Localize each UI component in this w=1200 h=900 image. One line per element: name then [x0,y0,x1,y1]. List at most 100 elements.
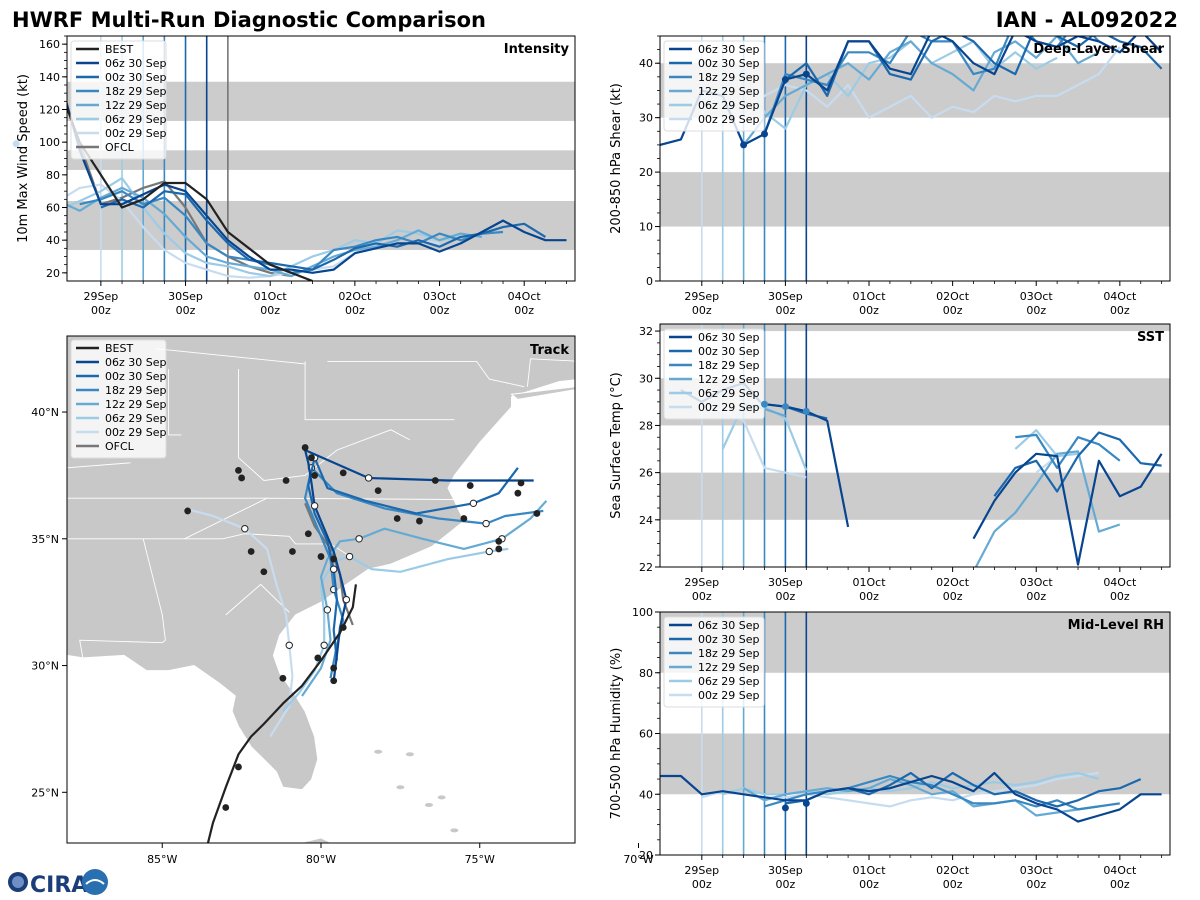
sst-series-06z-30-sep-seg4 [972,452,1163,566]
intensity-ytick-label: 60 [46,202,60,215]
intensity-series-06z-30-sep [67,100,567,274]
intensity-legend-label: 12z 29 Sep [105,99,167,112]
rh-ytick-label: 100 [632,606,653,619]
track-marker-open [323,606,332,614]
track-xtick-label: 80°W [306,853,336,866]
rh-legend-label: 18z 29 Sep [698,647,760,660]
intensity-band [67,150,575,170]
state-border [67,462,131,469]
sst-panel: 22242628303229Sep00z30Sep00z01Oct00z02Oc… [609,323,1171,603]
sst-init-marker [781,403,789,411]
track-legend-label: 00z 29 Sep [105,426,167,439]
track-xtick-label: 70°W [623,853,653,866]
shear-legend-label: 00z 29 Sep [698,113,760,126]
intensity-legend-label: OFCL [105,141,135,154]
shear-xtick-sublabel: 00z [776,304,796,317]
shear-xtick-label: 02Oct [936,290,970,303]
logo-swirl-icon [85,879,105,885]
track-marker-open [345,552,354,561]
sst-xtick-sublabel: 00z [692,590,712,603]
track-marker-filled [393,515,401,522]
shear-panel: 01020304029Sep00z30Sep00z01Oct00z02Oct00… [609,35,1171,317]
sst-legend-label: 00z 30 Sep [698,345,760,358]
shear-xtick-label: 01Oct [853,290,887,303]
track-marker-filled [317,553,325,560]
track-legend-label: 12z 29 Sep [105,398,167,411]
intensity-xtick-label: 02Oct [338,290,372,303]
track-marker-filled [431,477,439,484]
cira-logo: CIRA [8,869,108,898]
rh-series-12z-29-sep [743,777,1100,817]
intensity-ytick-label: 120 [39,104,60,117]
track-marker-open [355,535,363,543]
rh-plot-area [660,612,1170,855]
track-legend-label: 06z 29 Sep [105,412,167,425]
intensity-xtick-sublabel: 00z [430,304,450,317]
shear-ytick-label: 40 [639,57,653,70]
track-ytick-label: 25°N [31,786,59,799]
rh-xtick-label: 03Oct [1020,864,1054,877]
track-legend-label: 00z 30 Sep [105,370,167,383]
track-marker-filled [416,517,423,525]
sst-legend-label: 18z 29 Sep [698,359,760,372]
island [450,828,459,833]
sst-ytick-label: 32 [639,325,653,338]
state-border [225,583,290,616]
sst-xtick-sublabel: 00z [943,590,963,603]
track-marker-filled [533,510,541,517]
intensity-legend-label: 06z 29 Sep [105,113,167,126]
island [405,752,414,757]
track-title: Track [530,343,569,358]
track-marker-filled [238,474,246,482]
intensity-panel: 2040608010012014016029Sep00z30Sep00z01Oc… [12,35,576,317]
rh-xtick-label: 30Sep [768,864,803,877]
intensity-ytick-label: 100 [39,136,60,149]
storm-id: IAN - AL092022 [996,8,1178,32]
intensity-xtick-sublabel: 00z [260,304,280,317]
track-marker-filled [235,763,242,771]
state-border [79,538,166,658]
sst-ylabel: Sea Surface Temp (°C) [609,372,624,519]
rh-ytick-label: 20 [639,849,653,862]
cuba [297,837,333,843]
rh-legend-label: 00z 30 Sep [698,633,760,646]
rh-band [660,733,1170,795]
track-panel: 85°W 80°W 75°W 70°W 25°N 30°N 35°N 40°N Track BES… [31,335,654,866]
rh-ylabel: 700-500 hPa Humidity (%) [609,648,624,820]
sst-ytick-label: 24 [639,514,653,527]
sst-ytick-label: 30 [639,372,653,385]
sst-xtick-sublabel: 00z [1026,590,1046,603]
intensity-legend-label: 00z 30 Sep [105,71,167,84]
shear-xtick-label: 30Sep [768,290,803,303]
track-marker-filled [374,487,382,495]
sst-legend-label: 06z 29 Sep [698,387,760,400]
track-marker-open [364,474,373,482]
shear-xtick-label: 04Oct [1103,290,1137,303]
sst-series-18z-29-sep-seg2 [1015,433,1121,469]
shear-legend-label: 06z 29 Sep [698,99,760,112]
intensity-legend-label: BEST [105,43,133,56]
intensity-xtick-sublabel: 00z [176,304,196,317]
rh-xtick-label: 01Oct [853,864,887,877]
intensity-title: Intensity [504,42,570,57]
track-marker-filled [330,677,338,685]
track-xtick-label: 75°W [465,853,495,866]
track-marker-filled [235,466,242,474]
track-marker-filled [289,548,296,555]
track-legend-label: 06z 30 Sep [105,356,167,369]
track-marker-open [241,524,249,533]
island [424,802,433,807]
sst-ytick-label: 22 [639,561,653,574]
track-ytick-label: 35°N [31,533,59,546]
rh-legend-label: 00z 29 Sep [698,689,760,702]
rh-legend-label: 12z 29 Sep [698,661,760,674]
sst-ytick-label: 28 [639,419,653,432]
intensity-legend-label: 00z 29 Sep [105,127,167,140]
track-legend-label: BEST [105,342,133,355]
track-xtick-label: 85°W [147,853,177,866]
track-marker-filled [260,568,268,576]
